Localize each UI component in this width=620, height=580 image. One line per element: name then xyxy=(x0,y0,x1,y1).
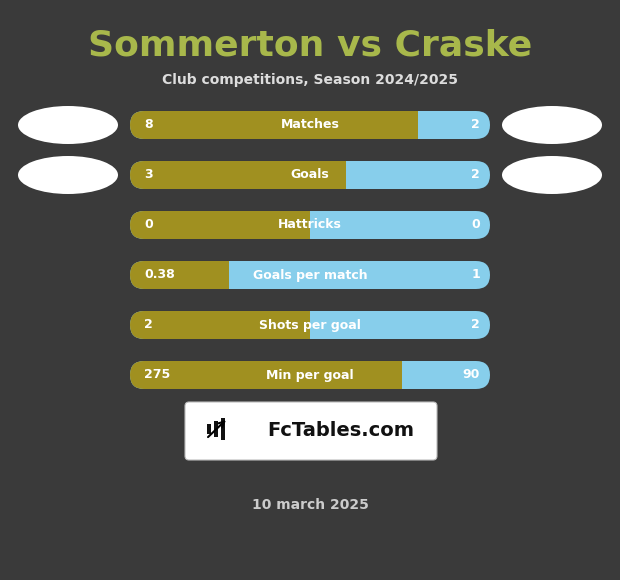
Text: 2: 2 xyxy=(471,118,480,132)
FancyBboxPatch shape xyxy=(130,311,490,339)
Text: 90: 90 xyxy=(463,368,480,382)
Text: Shots per goal: Shots per goal xyxy=(259,318,361,332)
Text: 0.38: 0.38 xyxy=(144,269,175,281)
Text: Min per goal: Min per goal xyxy=(266,368,354,382)
Text: 2: 2 xyxy=(144,318,153,332)
Text: 1: 1 xyxy=(471,269,480,281)
Text: FcTables.com: FcTables.com xyxy=(268,422,415,440)
FancyBboxPatch shape xyxy=(130,361,490,389)
FancyBboxPatch shape xyxy=(130,211,310,239)
FancyBboxPatch shape xyxy=(130,161,490,189)
Ellipse shape xyxy=(502,156,602,194)
Bar xyxy=(404,111,418,139)
Bar xyxy=(296,211,310,239)
Text: 2: 2 xyxy=(471,318,480,332)
Bar xyxy=(388,361,402,389)
Text: 2: 2 xyxy=(471,169,480,182)
Text: 3: 3 xyxy=(144,169,153,182)
Bar xyxy=(221,418,225,440)
Text: 275: 275 xyxy=(144,368,170,382)
FancyBboxPatch shape xyxy=(130,261,229,289)
Ellipse shape xyxy=(502,106,602,144)
Bar xyxy=(296,311,310,339)
Text: Sommerton vs Craske: Sommerton vs Craske xyxy=(88,28,532,62)
Text: Hattricks: Hattricks xyxy=(278,219,342,231)
Text: Goals per match: Goals per match xyxy=(253,269,367,281)
Text: 0: 0 xyxy=(144,219,153,231)
Bar xyxy=(215,261,229,289)
Text: Goals: Goals xyxy=(291,169,329,182)
Bar xyxy=(214,421,218,437)
FancyBboxPatch shape xyxy=(130,111,490,139)
Ellipse shape xyxy=(18,156,118,194)
FancyBboxPatch shape xyxy=(130,111,418,139)
FancyBboxPatch shape xyxy=(130,161,346,189)
Text: Matches: Matches xyxy=(281,118,339,132)
FancyBboxPatch shape xyxy=(130,361,402,389)
Text: 10 march 2025: 10 march 2025 xyxy=(252,498,368,512)
Text: Club competitions, Season 2024/2025: Club competitions, Season 2024/2025 xyxy=(162,73,458,87)
Bar xyxy=(207,424,211,434)
Ellipse shape xyxy=(18,106,118,144)
FancyBboxPatch shape xyxy=(130,261,490,289)
Text: 8: 8 xyxy=(144,118,153,132)
FancyBboxPatch shape xyxy=(185,402,437,460)
FancyBboxPatch shape xyxy=(130,311,310,339)
FancyBboxPatch shape xyxy=(130,211,490,239)
Bar xyxy=(332,161,346,189)
Text: 0: 0 xyxy=(471,219,480,231)
